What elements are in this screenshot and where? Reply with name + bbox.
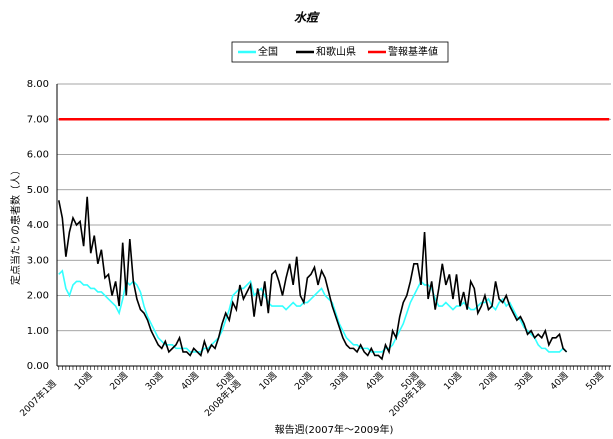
x-tick-label: 40週 xyxy=(548,370,570,392)
x-tick-label: 40週 xyxy=(179,370,201,392)
series-line xyxy=(58,269,568,353)
y-tick-label: 3.00 xyxy=(27,255,49,266)
x-tick-label: 20週 xyxy=(108,370,130,392)
legend-label: 警報基準値 xyxy=(388,45,438,58)
chart-title: 水痘 xyxy=(294,11,320,25)
y-tick-label: 1.00 xyxy=(27,326,49,337)
x-tick-label: 30週 xyxy=(513,370,535,392)
y-tick-label: 8.00 xyxy=(27,79,49,90)
legend-label: 全国 xyxy=(258,45,278,58)
x-tick-label: 30週 xyxy=(143,370,165,392)
x-tick-label: 10週 xyxy=(442,370,464,392)
x-tick-label: 10週 xyxy=(257,370,279,392)
x-axis-label: 報告週(2007年～2009年) xyxy=(275,423,394,436)
series-line xyxy=(57,196,568,361)
legend-label: 和歌山県 xyxy=(316,45,356,58)
x-tick-label: 20週 xyxy=(293,370,315,392)
y-tick-label: 0.00 xyxy=(27,361,49,372)
y-tick-label: 7.00 xyxy=(27,114,49,125)
x-tick-label: 50週 xyxy=(584,370,606,392)
y-tick-label: 2.00 xyxy=(27,291,49,302)
y-tick-label: 6.00 xyxy=(27,150,49,161)
x-tick-label: 2007年1週 xyxy=(17,377,58,418)
x-tick-label: 40週 xyxy=(364,370,386,392)
y-tick-label: 5.00 xyxy=(27,185,49,196)
x-tick-label: 20週 xyxy=(477,370,499,392)
x-tick-label: 10週 xyxy=(72,370,94,392)
y-axis-label: 定点当たりの患者数（人） xyxy=(9,165,22,285)
y-tick-label: 4.00 xyxy=(27,220,49,231)
x-tick-label: 30週 xyxy=(328,370,350,392)
legend-box xyxy=(231,41,449,63)
